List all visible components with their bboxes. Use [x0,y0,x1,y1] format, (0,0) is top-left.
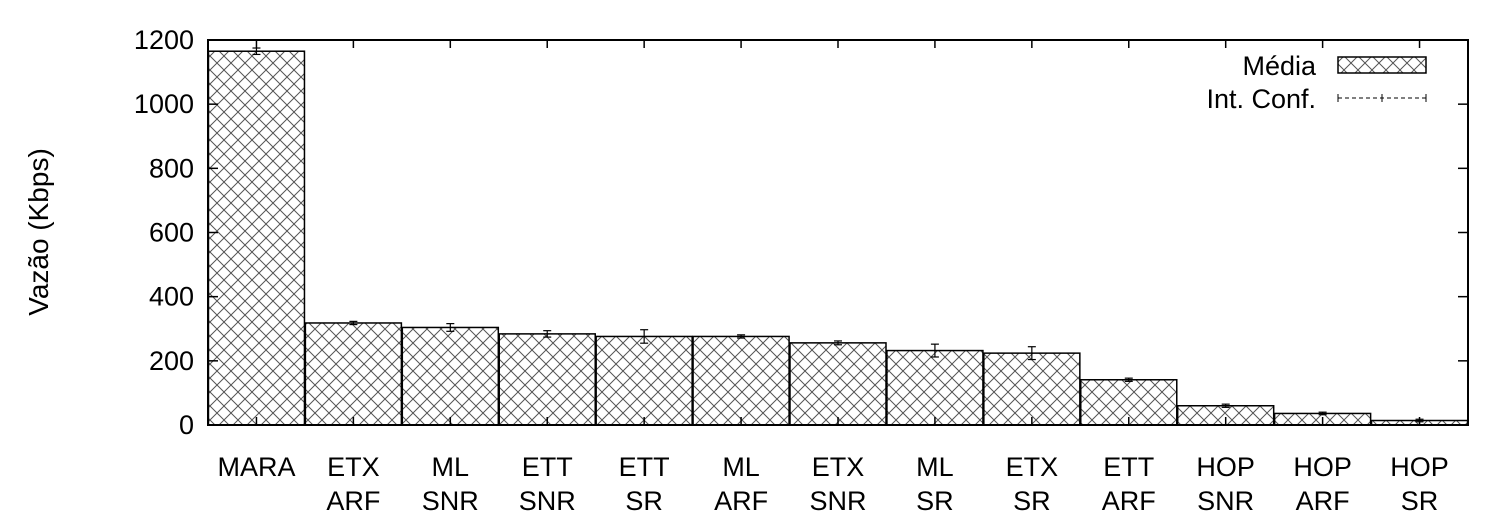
x-tick-label-7-0: ML [916,452,954,482]
y-tick-label-4: 800 [149,153,194,183]
error-bars-layer [252,47,1424,423]
y-axis: 0 200 400 600 800 1000 1200 [134,25,1468,440]
bar-0 [207,50,306,426]
legend-label-confidence-interval: Int. Conf. [1206,84,1316,114]
x-tick-label-5-0: ML [722,452,760,482]
x-tick-label-1-1: ARF [326,486,380,516]
x-tick-label-11-1: ARF [1296,486,1350,516]
bar-7 [886,349,984,426]
x-tick-label-9-1: ARF [1102,486,1156,516]
x-tick-label-1-0: ETX [327,452,380,482]
legend-swatch-confidence-interval [1337,94,1427,102]
bar-5 [692,335,790,426]
bar-1 [304,322,403,426]
y-tick-label-5: 1000 [134,89,194,119]
x-tick-label-3-1: SNR [519,486,576,516]
y-tick-label-6: 1200 [134,25,194,55]
x-tick-label-12-1: SR [1401,486,1439,516]
x-tick-label-12-0: HOP [1390,452,1449,482]
bar-4 [595,335,693,426]
x-tick-label-7-1: SR [916,486,954,516]
x-tick-label-5-1: ARF [714,486,768,516]
bar-3 [498,333,596,426]
y-tick-label-0: 0 [179,410,194,440]
legend-label-mean: Média [1242,51,1317,81]
x-tick-label-10-0: HOP [1196,452,1255,482]
y-tick-label-2: 400 [149,282,194,312]
bars-layer [207,50,1469,426]
x-tick-label-6-0: ETX [812,452,865,482]
bar-2 [401,326,500,426]
bar-8 [983,352,1081,426]
legend-swatch-mean [1337,56,1427,74]
y-tick-label-3: 600 [149,218,194,248]
x-tick-label-9-0: ETT [1103,452,1154,482]
x-tick-label-4-1: SR [625,486,663,516]
x-tick-label-3-0: ETT [522,452,573,482]
x-axis: MARA ETX ARF ML SNR ETT SNR ETT SR ML ARF ETX SNR ML S… [217,40,1449,516]
y-axis-title: Vazão (Kbps) [23,148,54,316]
x-tick-label-8-1: SR [1013,486,1051,516]
x-tick-label-10-1: SNR [1197,486,1254,516]
x-tick-label-8-0: ETX [1006,452,1059,482]
bar-6 [789,342,887,426]
x-tick-label-2-0: ML [432,452,470,482]
y-tick-label-1: 200 [149,346,194,376]
legend: Média Int. Conf. [1206,51,1427,114]
x-tick-label-6-1: SNR [809,486,866,516]
x-tick-label-11-0: HOP [1293,452,1352,482]
x-tick-label-2-1: SNR [422,486,479,516]
x-tick-label-0-0: MARA [217,452,295,482]
x-tick-label-4-0: ETT [619,452,670,482]
